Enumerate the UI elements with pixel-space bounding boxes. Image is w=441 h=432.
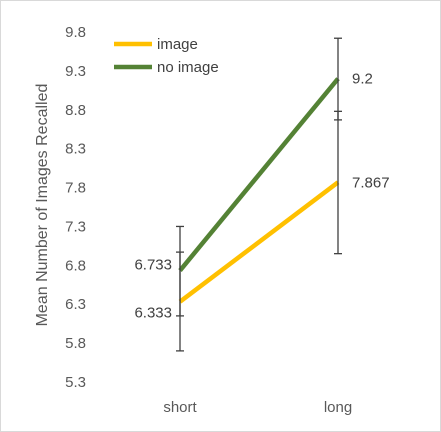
series-lines <box>178 77 340 304</box>
y-tick-label: 7.8 <box>65 180 86 197</box>
y-tick-label: 5.3 <box>65 374 86 391</box>
data-label: 7.867 <box>352 174 390 191</box>
y-tick-label: 8.3 <box>65 141 86 158</box>
y-tick-label: 5.8 <box>65 335 86 352</box>
legend: image no image <box>114 36 219 76</box>
y-tick-label: 9.8 <box>65 24 86 41</box>
error-bars <box>176 37 342 352</box>
legend-label: no image <box>157 59 219 76</box>
x-axis-ticks: short long <box>163 399 352 416</box>
y-tick-label: 6.8 <box>65 257 86 274</box>
x-tick-label: short <box>163 399 197 416</box>
y-axis-ticks: 5.3 5.8 6.3 6.8 7.3 7.8 8.3 8.8 9.3 9.8 <box>65 24 86 391</box>
y-tick-label: 9.3 <box>65 63 86 80</box>
data-labels: 6.333 7.867 6.733 9.2 <box>134 71 389 322</box>
data-label: 6.333 <box>134 305 172 322</box>
data-label: 9.2 <box>352 71 373 88</box>
y-tick-label: 7.3 <box>65 218 86 235</box>
x-tick-label: long <box>324 399 352 416</box>
series-line <box>178 180 340 304</box>
y-tick-label: 6.3 <box>65 296 86 313</box>
y-axis-title: Mean Number of Images Recalled <box>34 84 51 327</box>
series-line <box>178 77 340 272</box>
legend-label: image <box>157 36 198 53</box>
data-label: 6.733 <box>134 257 172 274</box>
y-tick-label: 8.8 <box>65 102 86 119</box>
